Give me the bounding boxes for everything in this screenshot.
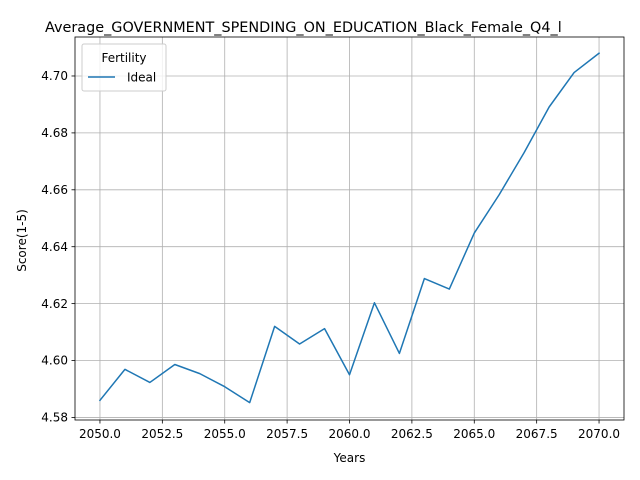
plot-frame (74, 36, 625, 421)
x-tick-label: 2052.5 (141, 427, 183, 441)
y-tick-label: 4.66 (41, 183, 68, 197)
y-axis-label: Score(1-5) (15, 209, 29, 272)
x-tick-label: 2050.0 (79, 427, 121, 441)
series-line-ideal (98, 52, 601, 404)
axes: 2050.0 2052.5 2055.0 2057.5 2060.0 2062.5 2065… (41, 36, 625, 441)
x-tick-label: 2055.0 (204, 427, 246, 441)
x-tick-label: 2057.5 (266, 427, 308, 441)
legend: Fertility Ideal (81, 43, 167, 92)
y-tick-label: 4.68 (41, 126, 68, 140)
grid-lines (75, 37, 624, 420)
legend-title: Fertility (101, 51, 146, 65)
x-tick-label: 2067.5 (516, 427, 558, 441)
x-tick-label: 2065.0 (453, 427, 495, 441)
x-tick-label: 2062.5 (391, 427, 433, 441)
x-tick-label: 2060.0 (329, 427, 371, 441)
x-tick-label: 2070.0 (578, 427, 620, 441)
y-tick-label: 4.64 (41, 240, 68, 254)
y-tick-label: 4.58 (41, 411, 68, 425)
legend-label-ideal: Ideal (127, 71, 156, 85)
x-axis-label: Years (333, 451, 366, 465)
chart-title: Average_GOVERNMENT_SPENDING_ON_EDUCATION… (45, 20, 562, 36)
y-tick-label: 4.70 (41, 69, 68, 83)
series-layer (98, 52, 601, 404)
y-tick-label: 4.62 (41, 297, 68, 311)
y-tick-label: 4.60 (41, 354, 68, 368)
legend-frame (81, 43, 167, 92)
